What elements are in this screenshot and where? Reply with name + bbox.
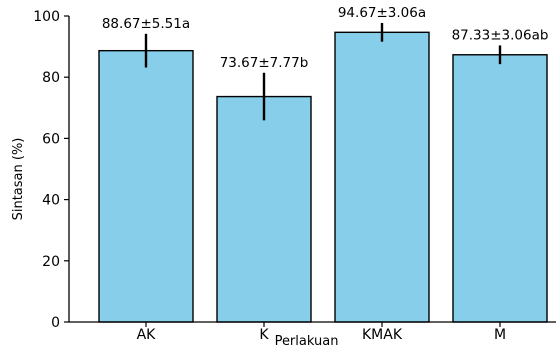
y-tick-label-40: 40 bbox=[42, 193, 60, 209]
y-tick-label-0: 0 bbox=[51, 315, 60, 331]
y-tick-label-80: 80 bbox=[42, 70, 60, 86]
bar-k bbox=[216, 95, 312, 323]
x-axis-title: Perlakuan bbox=[275, 334, 339, 347]
bar-kmak bbox=[334, 31, 430, 323]
x-tick-label-k: K bbox=[259, 327, 269, 343]
data-label-ak: 88.67±5.51a bbox=[102, 16, 190, 32]
x-tick-label-m: M bbox=[494, 327, 506, 343]
data-label-k: 73.67±7.77b bbox=[220, 55, 309, 71]
axes-layer bbox=[68, 16, 556, 323]
y-ticks-layer: 0 20 40 60 80 100 bbox=[33, 9, 69, 331]
x-ticks-layer: AK K KMAK M bbox=[137, 322, 506, 343]
bar-m bbox=[452, 54, 548, 323]
data-label-kmak: 94.67±3.06a bbox=[338, 5, 426, 21]
error-bars-layer bbox=[144, 22, 502, 121]
x-tick-label-ak: AK bbox=[137, 327, 157, 343]
bars-layer bbox=[98, 31, 548, 323]
y-tick-label-20: 20 bbox=[42, 254, 60, 270]
y-tick-label-60: 60 bbox=[42, 131, 60, 147]
y-axis-title: Sintasan (%) bbox=[11, 138, 26, 221]
bar-ak bbox=[98, 49, 194, 323]
data-labels-layer: 88.67±5.51a 73.67±7.77b 94.67±3.06a 87.33±3… bbox=[102, 5, 549, 71]
data-label-m: 87.33±3.06ab bbox=[452, 27, 549, 43]
y-tick-label-100: 100 bbox=[33, 9, 60, 25]
x-tick-label-kmak: KMAK bbox=[362, 327, 403, 343]
